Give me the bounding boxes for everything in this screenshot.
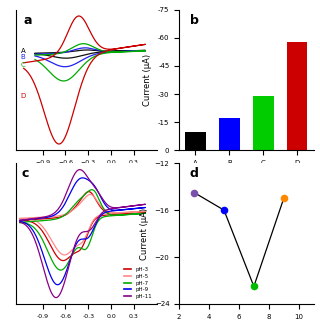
Text: b: b [190,14,199,27]
pH-3 [109,212,113,215]
pH-5 [63,253,67,257]
pH-11 [18,220,22,224]
Bar [287,42,308,150]
pH-7 [109,213,113,217]
pH-5 [52,214,56,218]
Bar [253,96,274,150]
pH-5 [78,202,82,205]
Bar [185,132,206,150]
pH-9 [73,183,76,187]
pH-3 [87,190,91,194]
pH-7 [18,220,22,224]
pH-5 [109,210,113,214]
Text: A: A [20,48,25,54]
Legend: pH-3, pH-5, pH-7, pH-9, pH-11: pH-3, pH-5, pH-7, pH-9, pH-11 [122,265,154,301]
pH-7 [52,218,56,221]
pH-5 [123,211,127,214]
pH-11 [44,274,47,277]
Line: pH-11: pH-11 [20,170,145,298]
Line: pH-5: pH-5 [20,194,145,255]
pH-5 [33,219,37,223]
pH-7 [18,221,22,225]
pH-3 [33,222,37,226]
X-axis label: Electrodes: Electrodes [217,172,276,182]
pH-3 [123,212,127,216]
pH-9 [120,208,124,212]
pH-5 [116,211,120,214]
Text: B: B [20,54,25,60]
pH-3 [18,219,22,222]
pH-9 [18,219,22,222]
pH-7 [59,268,63,272]
Line: pH-3: pH-3 [20,192,145,260]
Point [221,208,227,213]
pH-9 [68,192,72,196]
pH-3 [18,219,22,222]
pH-3 [78,199,82,203]
pH-11 [18,219,22,222]
Y-axis label: Current (μA): Current (μA) [143,54,152,106]
Text: d: d [190,167,199,180]
Text: C: C [20,62,25,68]
pH-11 [120,205,124,209]
Text: a: a [23,14,32,27]
pH-9 [18,220,22,223]
Text: c: c [22,167,29,180]
pH-7 [33,227,37,231]
pH-9 [44,260,47,264]
pH-5 [18,217,22,220]
Y-axis label: Current (μA): Current (μA) [140,208,149,260]
Line: pH-9: pH-9 [20,178,145,285]
pH-9 [56,283,60,287]
Bar [219,118,240,150]
pH-5 [88,192,92,196]
pH-3 [52,216,56,220]
pH-11 [78,168,82,172]
Point [192,190,197,195]
pH-9 [81,176,85,180]
Point [251,284,256,289]
Line: pH-7: pH-7 [20,190,145,270]
pH-5 [18,217,22,220]
pH-11 [68,182,72,186]
pH-3 [116,212,120,216]
pH-11 [54,296,58,300]
pH-7 [123,213,127,217]
pH-9 [96,190,100,194]
Text: D: D [20,92,26,99]
pH-7 [78,197,82,201]
pH-11 [96,190,100,194]
pH-7 [116,213,120,217]
pH-7 [90,188,94,192]
pH-11 [73,172,76,176]
pH-9 [129,207,133,211]
pH-3 [61,259,65,262]
Point [281,196,286,201]
pH-11 [129,204,133,208]
X-axis label: E/V vs. Ag/AgCl: E/V vs. Ag/AgCl [54,171,119,180]
